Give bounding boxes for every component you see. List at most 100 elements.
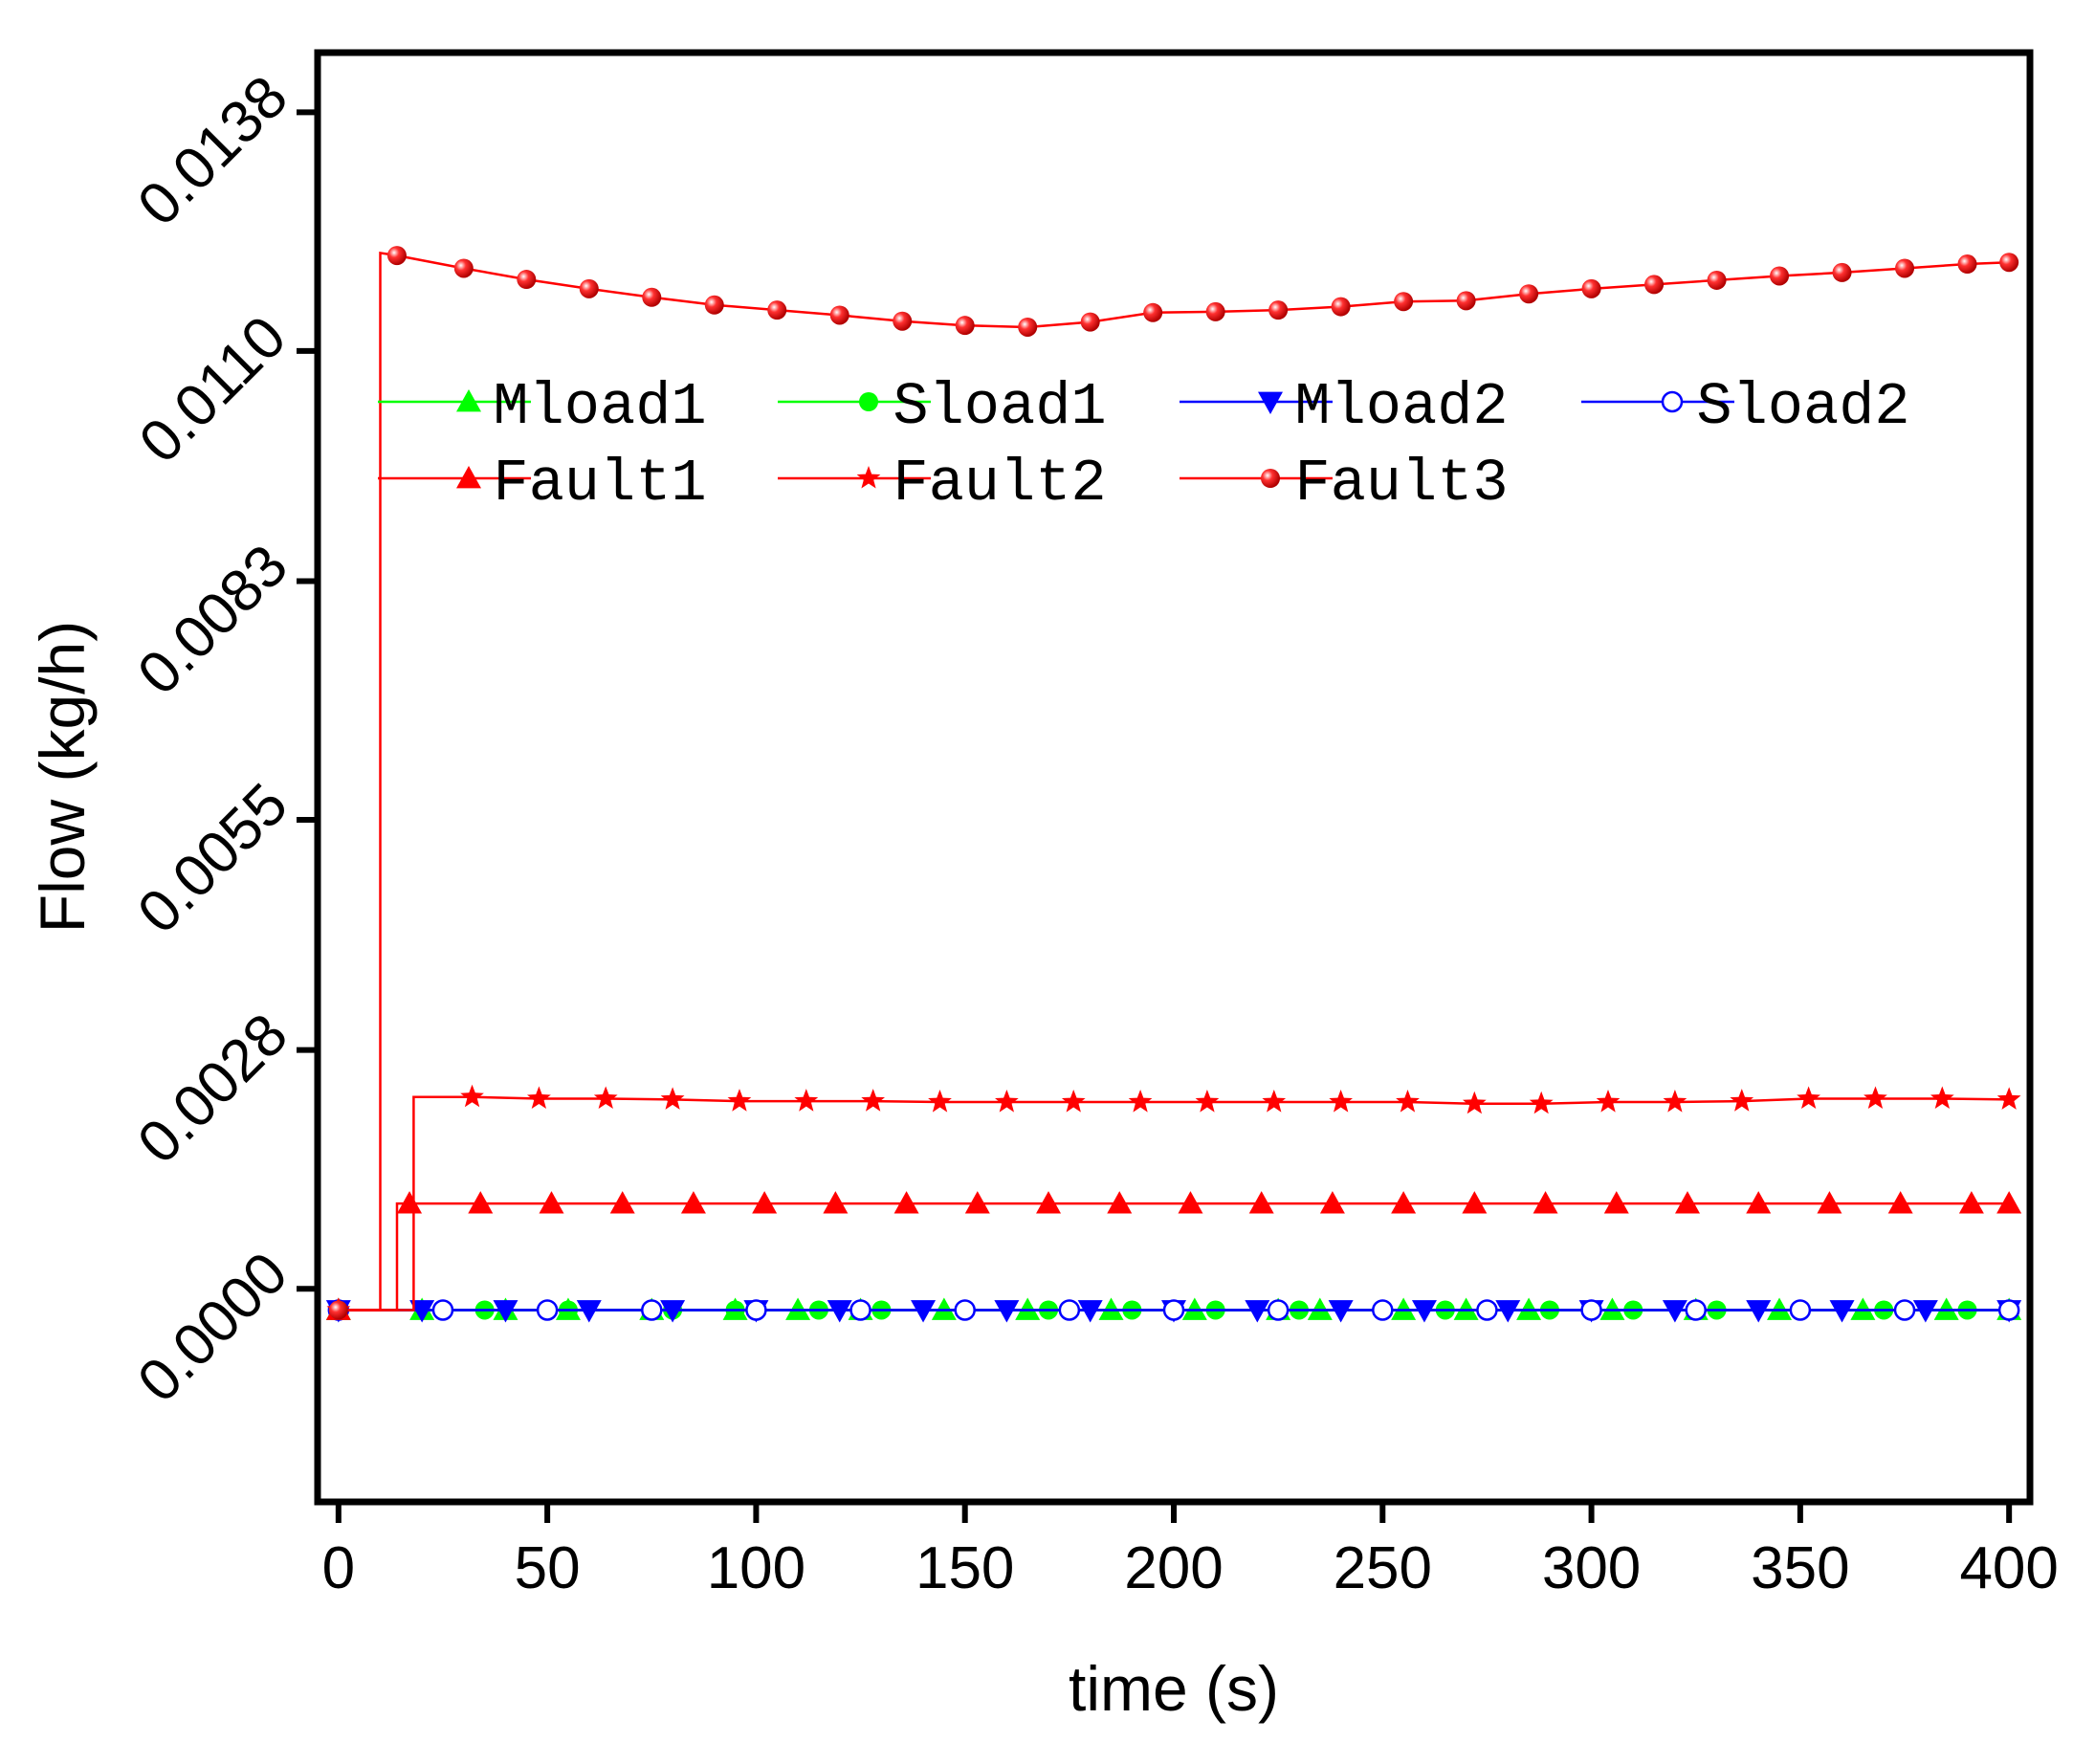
data-point <box>1797 1086 1820 1109</box>
data-point <box>680 1191 706 1214</box>
data-point <box>1767 1297 1793 1320</box>
data-point <box>1462 1191 1488 1214</box>
data-point <box>1999 253 2019 273</box>
data-point <box>460 1084 484 1108</box>
data-point <box>536 1299 559 1321</box>
data-point <box>794 1089 819 1112</box>
x-tick-label: 400 <box>1959 1535 2058 1601</box>
data-point <box>1958 1191 1984 1214</box>
data-point <box>1107 1191 1133 1214</box>
data-point <box>1058 1299 1081 1321</box>
y-tick-label: 0.0083 <box>125 533 300 708</box>
data-point <box>1580 1299 1602 1321</box>
data-point <box>1394 292 1414 312</box>
data-point <box>1396 1090 1420 1113</box>
data-point <box>1411 1300 1437 1323</box>
data-point <box>1662 1300 1687 1323</box>
data-point <box>1599 1297 1625 1320</box>
data-point <box>955 316 975 336</box>
data-point <box>660 1300 686 1323</box>
data-point <box>1262 1090 1287 1113</box>
x-tick-label: 300 <box>1542 1535 1641 1601</box>
data-point <box>1077 1300 1103 1323</box>
data-point <box>954 1299 976 1321</box>
data-point <box>911 1300 937 1323</box>
data-point <box>829 305 849 325</box>
legend-label: Sload2 <box>1696 373 1909 441</box>
data-point <box>1245 1300 1270 1323</box>
data-point <box>1770 266 1790 286</box>
x-tick-label: 150 <box>915 1535 1014 1601</box>
data-point <box>1453 1297 1479 1320</box>
data-point <box>386 246 407 266</box>
legend-label: Fault3 <box>1294 450 1508 518</box>
data-point <box>593 1086 618 1109</box>
data-point <box>1307 1297 1333 1320</box>
data-point <box>767 300 787 320</box>
data-point <box>893 311 913 331</box>
data-point <box>745 1299 767 1321</box>
data-point <box>827 1300 852 1323</box>
x-tick-label: 0 <box>322 1535 355 1601</box>
data-point <box>1329 1090 1353 1113</box>
series-fault2 <box>326 1084 2021 1320</box>
data-point <box>1789 1299 1812 1321</box>
data-point <box>1476 1299 1498 1321</box>
x-axis: 0 50 100 150 200 250 300 350 400 <box>322 1502 2059 1601</box>
legend-label: Mload2 <box>1294 373 1508 441</box>
data-point <box>1930 1086 1954 1109</box>
data-point <box>1912 1300 1938 1323</box>
data-point <box>823 1191 849 1214</box>
legend-marker <box>859 392 878 411</box>
data-point <box>1181 1297 1207 1320</box>
data-point <box>1730 1089 1754 1112</box>
data-point <box>1997 1299 2020 1321</box>
x-tick-label: 50 <box>515 1535 581 1601</box>
legend-item-fault1: Fault1 <box>378 450 707 518</box>
legend-marker <box>456 466 481 489</box>
data-point <box>1863 1086 1887 1109</box>
data-point <box>1205 301 1225 321</box>
legend-item-sload2: Sload2 <box>1581 373 1910 441</box>
data-point <box>1495 1300 1521 1323</box>
x-tick-label: 200 <box>1124 1535 1223 1601</box>
x-axis-title: time (s) <box>1069 1653 1279 1724</box>
data-point <box>1391 1191 1417 1214</box>
data-point <box>752 1191 778 1214</box>
data-point <box>1195 1090 1220 1113</box>
data-point <box>704 295 724 315</box>
data-point <box>1895 258 1915 278</box>
data-point <box>1850 1297 1876 1320</box>
data-point <box>1463 1091 1487 1114</box>
data-point <box>641 1299 663 1321</box>
data-point <box>861 1089 885 1112</box>
data-point <box>1996 1087 2021 1110</box>
data-point <box>409 1300 435 1323</box>
legend: Mload1 Sload1 Mload2 Sload2 Fault1 Fault2 Faul… <box>378 373 1910 518</box>
data-point <box>1128 1090 1153 1113</box>
data-point <box>397 1191 423 1214</box>
data-point <box>453 258 474 278</box>
data-point <box>995 1090 1019 1113</box>
x-tick-label: 250 <box>1334 1535 1432 1601</box>
data-point <box>1887 1191 1913 1214</box>
data-point <box>1018 317 1038 337</box>
data-point <box>1893 1299 1916 1321</box>
legend-marker <box>1258 391 1283 414</box>
data-point <box>964 1191 990 1214</box>
data-point <box>1178 1191 1203 1214</box>
data-point <box>785 1297 811 1320</box>
data-point <box>1707 270 1727 290</box>
data-point <box>1036 1191 1062 1214</box>
y-axis-title: Flow (kg/h) <box>27 621 98 933</box>
data-point <box>539 1191 564 1214</box>
legend-marker <box>1661 390 1684 413</box>
data-point <box>431 1299 454 1321</box>
legend-label: Fault1 <box>493 450 706 518</box>
series-line <box>338 251 2010 1312</box>
legend-marker <box>1261 469 1280 488</box>
series-line <box>338 1202 2010 1312</box>
data-point <box>1248 1191 1274 1214</box>
data-point <box>1957 254 1977 275</box>
legend-item-sload1: Sload1 <box>778 373 1107 441</box>
